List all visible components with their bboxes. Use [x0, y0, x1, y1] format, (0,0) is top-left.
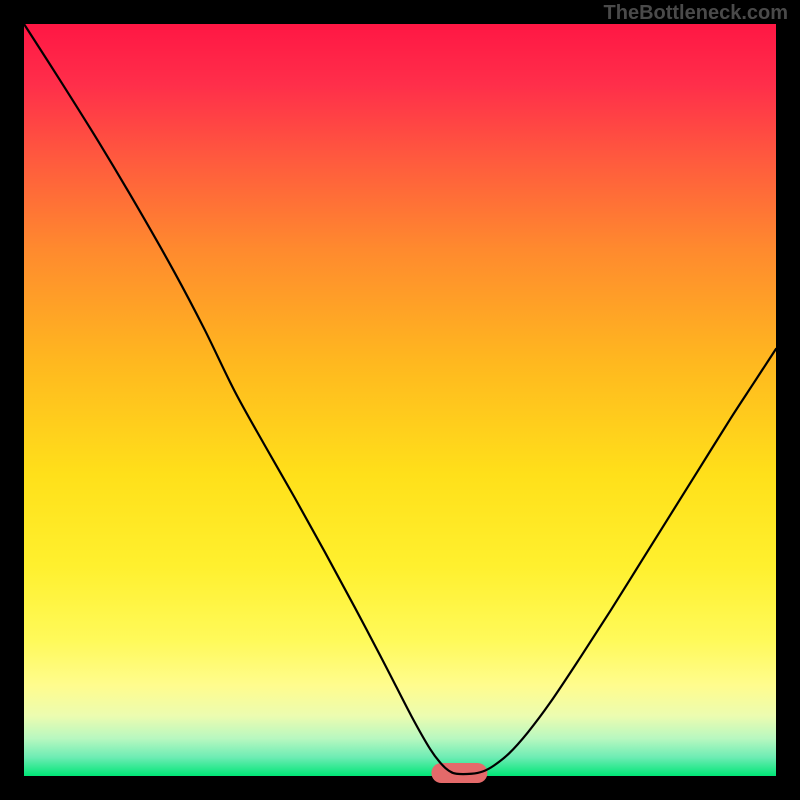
bottleneck-chart [0, 0, 800, 800]
watermark-text: TheBottleneck.com [604, 2, 788, 25]
chart-svg [0, 0, 800, 800]
